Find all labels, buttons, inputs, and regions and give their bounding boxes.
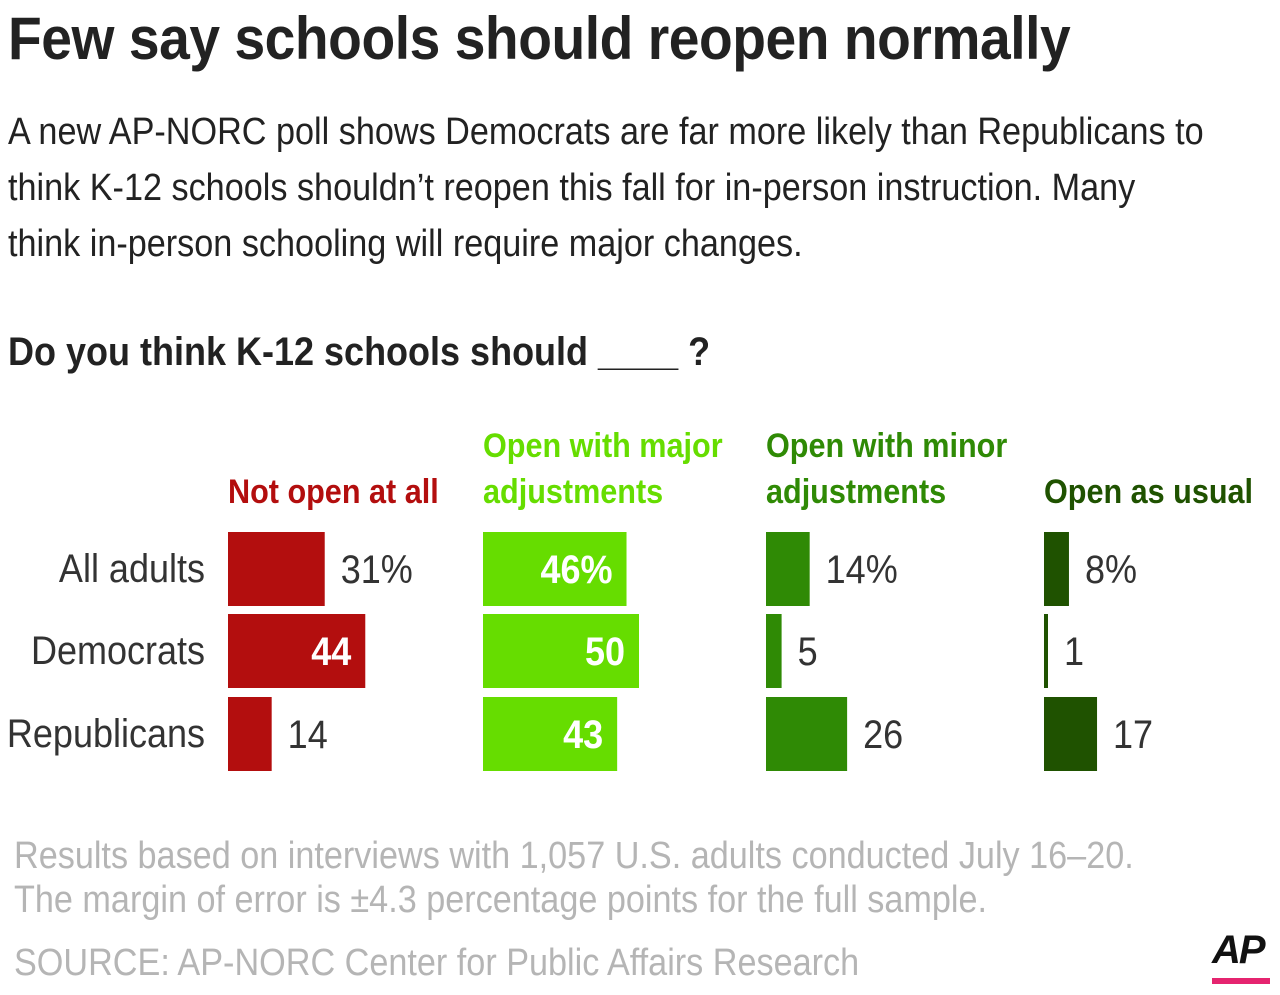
bar bbox=[1044, 614, 1048, 688]
chart-subtitle: A new AP-NORC poll shows Democrats are f… bbox=[8, 111, 1204, 265]
bar bbox=[228, 697, 272, 771]
bar bbox=[766, 614, 782, 688]
row-label: Republicans bbox=[7, 712, 205, 756]
data-label: 14 bbox=[288, 713, 328, 757]
data-label: 14% bbox=[826, 548, 898, 592]
legend-header: adjustments bbox=[483, 473, 663, 511]
note-line: Results based on interviews with 1,057 U… bbox=[14, 835, 1134, 877]
ap-logo-bar bbox=[1212, 978, 1270, 984]
data-label: 44 bbox=[311, 630, 351, 674]
legend-header: adjustments bbox=[766, 473, 946, 511]
bar bbox=[766, 532, 810, 606]
data-label: 46% bbox=[540, 548, 612, 592]
bar bbox=[1044, 532, 1069, 606]
legend-header: Open as usual bbox=[1044, 473, 1253, 511]
bar bbox=[483, 697, 618, 771]
data-label: 26 bbox=[863, 713, 903, 757]
legend-header: Not open at all bbox=[228, 473, 439, 511]
legend-header: Open with major bbox=[483, 427, 723, 465]
chart-title: Few say schools should reopen normally bbox=[8, 5, 1071, 72]
data-label: 1 bbox=[1064, 630, 1084, 674]
row-label: All adults bbox=[59, 547, 205, 591]
bar bbox=[1044, 697, 1098, 771]
bar bbox=[483, 532, 627, 606]
ap-logo-text: AP bbox=[1212, 928, 1266, 972]
data-label: 5 bbox=[798, 630, 818, 674]
ap-logo: AP bbox=[1212, 928, 1274, 984]
row-label: Democrats bbox=[31, 629, 205, 673]
bar bbox=[483, 614, 639, 688]
note-line: The margin of error is ±4.3 percentage p… bbox=[14, 879, 988, 921]
bar bbox=[766, 697, 848, 771]
data-label: 8% bbox=[1085, 548, 1137, 592]
source-note: SOURCE: AP-NORC Center for Public Affair… bbox=[14, 942, 860, 984]
methodology-note: Results based on interviews with 1,057 U… bbox=[14, 834, 1134, 922]
data-label: 43 bbox=[563, 713, 603, 757]
data-label: 31% bbox=[341, 548, 413, 592]
data-label: 50 bbox=[585, 630, 625, 674]
bar bbox=[228, 614, 366, 688]
survey-question: Do you think K-12 schools should ____ ? bbox=[8, 330, 711, 374]
bar bbox=[228, 532, 325, 606]
data-label: 17 bbox=[1113, 713, 1153, 757]
legend-header: Open with minor bbox=[766, 427, 1008, 465]
bar-chart: All adults Democrats Republicans Not open a… bbox=[7, 427, 1253, 771]
